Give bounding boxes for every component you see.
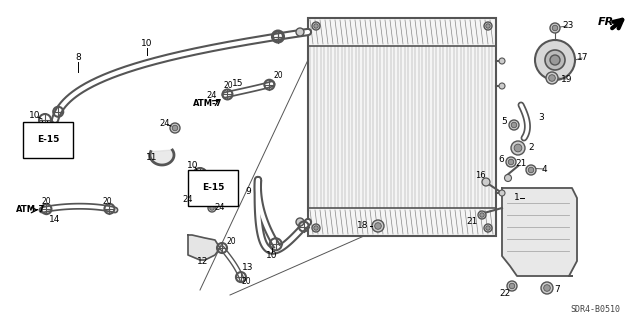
Circle shape [208,204,216,212]
Text: SDR4-B0510: SDR4-B0510 [570,306,620,315]
Text: ATM-7: ATM-7 [16,205,45,214]
Text: 17: 17 [577,54,589,63]
Circle shape [550,55,560,65]
Polygon shape [150,150,174,165]
Text: 18: 18 [357,221,369,231]
Circle shape [535,40,575,80]
Circle shape [507,281,517,291]
Text: 13: 13 [243,263,253,272]
Text: 24: 24 [215,204,225,212]
Circle shape [312,22,320,30]
Circle shape [296,28,304,36]
Text: 2: 2 [528,144,534,152]
Circle shape [499,58,505,64]
Text: 15: 15 [232,78,244,87]
Polygon shape [188,235,220,260]
Circle shape [314,226,318,230]
Circle shape [545,50,565,70]
Circle shape [506,157,516,167]
Text: E-15: E-15 [37,136,59,145]
Circle shape [486,24,490,28]
Circle shape [499,190,505,196]
Text: 8: 8 [75,54,81,63]
Text: E-15: E-15 [202,183,224,192]
Circle shape [526,165,536,175]
Text: 20: 20 [273,71,283,80]
Text: 22: 22 [499,288,511,298]
Circle shape [484,22,492,30]
Text: 10: 10 [188,160,199,169]
Text: E-15: E-15 [37,136,59,145]
Circle shape [508,159,514,165]
Text: 24: 24 [160,120,170,129]
Text: 20: 20 [41,197,51,206]
Text: 12: 12 [197,257,209,266]
Text: 19: 19 [561,75,573,84]
Text: 24: 24 [183,196,193,204]
Circle shape [509,283,515,289]
Circle shape [484,224,492,232]
Text: 10: 10 [266,250,278,259]
Circle shape [486,226,490,230]
Circle shape [372,220,384,232]
Bar [308,18,496,46]
Circle shape [312,224,320,232]
Circle shape [514,144,522,152]
Circle shape [314,24,318,28]
Circle shape [478,211,486,219]
Circle shape [296,218,304,226]
Circle shape [480,213,484,217]
Circle shape [195,198,199,202]
Text: 5: 5 [501,117,507,127]
Text: 20: 20 [102,197,112,206]
Text: 7: 7 [554,286,560,294]
Circle shape [499,83,505,89]
Circle shape [550,23,560,33]
Circle shape [544,285,550,291]
Text: 9: 9 [245,188,251,197]
Text: 1: 1 [514,194,520,203]
Text: 10: 10 [29,112,41,121]
Circle shape [193,196,201,204]
Text: 21: 21 [515,160,527,168]
Text: ATM-7: ATM-7 [193,99,222,108]
Circle shape [511,122,516,128]
Text: 20: 20 [241,278,251,286]
Text: 14: 14 [49,216,61,225]
Text: 24: 24 [207,91,217,100]
Text: 20: 20 [223,80,233,90]
Text: 23: 23 [563,21,573,31]
Text: 10: 10 [141,40,153,48]
Circle shape [511,141,525,155]
Polygon shape [502,188,577,276]
Circle shape [504,174,511,182]
Circle shape [170,123,180,133]
Circle shape [172,125,178,131]
Circle shape [210,206,214,210]
Circle shape [528,167,534,173]
Text: FR.: FR. [598,17,619,27]
Bar [308,208,496,236]
Circle shape [541,282,553,294]
Text: 21: 21 [467,217,477,226]
Circle shape [552,25,557,31]
Text: 3: 3 [538,114,544,122]
Circle shape [548,75,556,81]
Text: 11: 11 [147,153,157,162]
Text: 16: 16 [475,172,485,181]
Circle shape [482,178,490,186]
Text: 4: 4 [541,166,547,174]
Circle shape [546,72,558,84]
Circle shape [374,223,381,229]
Text: 6: 6 [498,154,504,164]
Bar [308,18,496,236]
Text: 20: 20 [226,238,236,247]
Circle shape [509,120,519,130]
